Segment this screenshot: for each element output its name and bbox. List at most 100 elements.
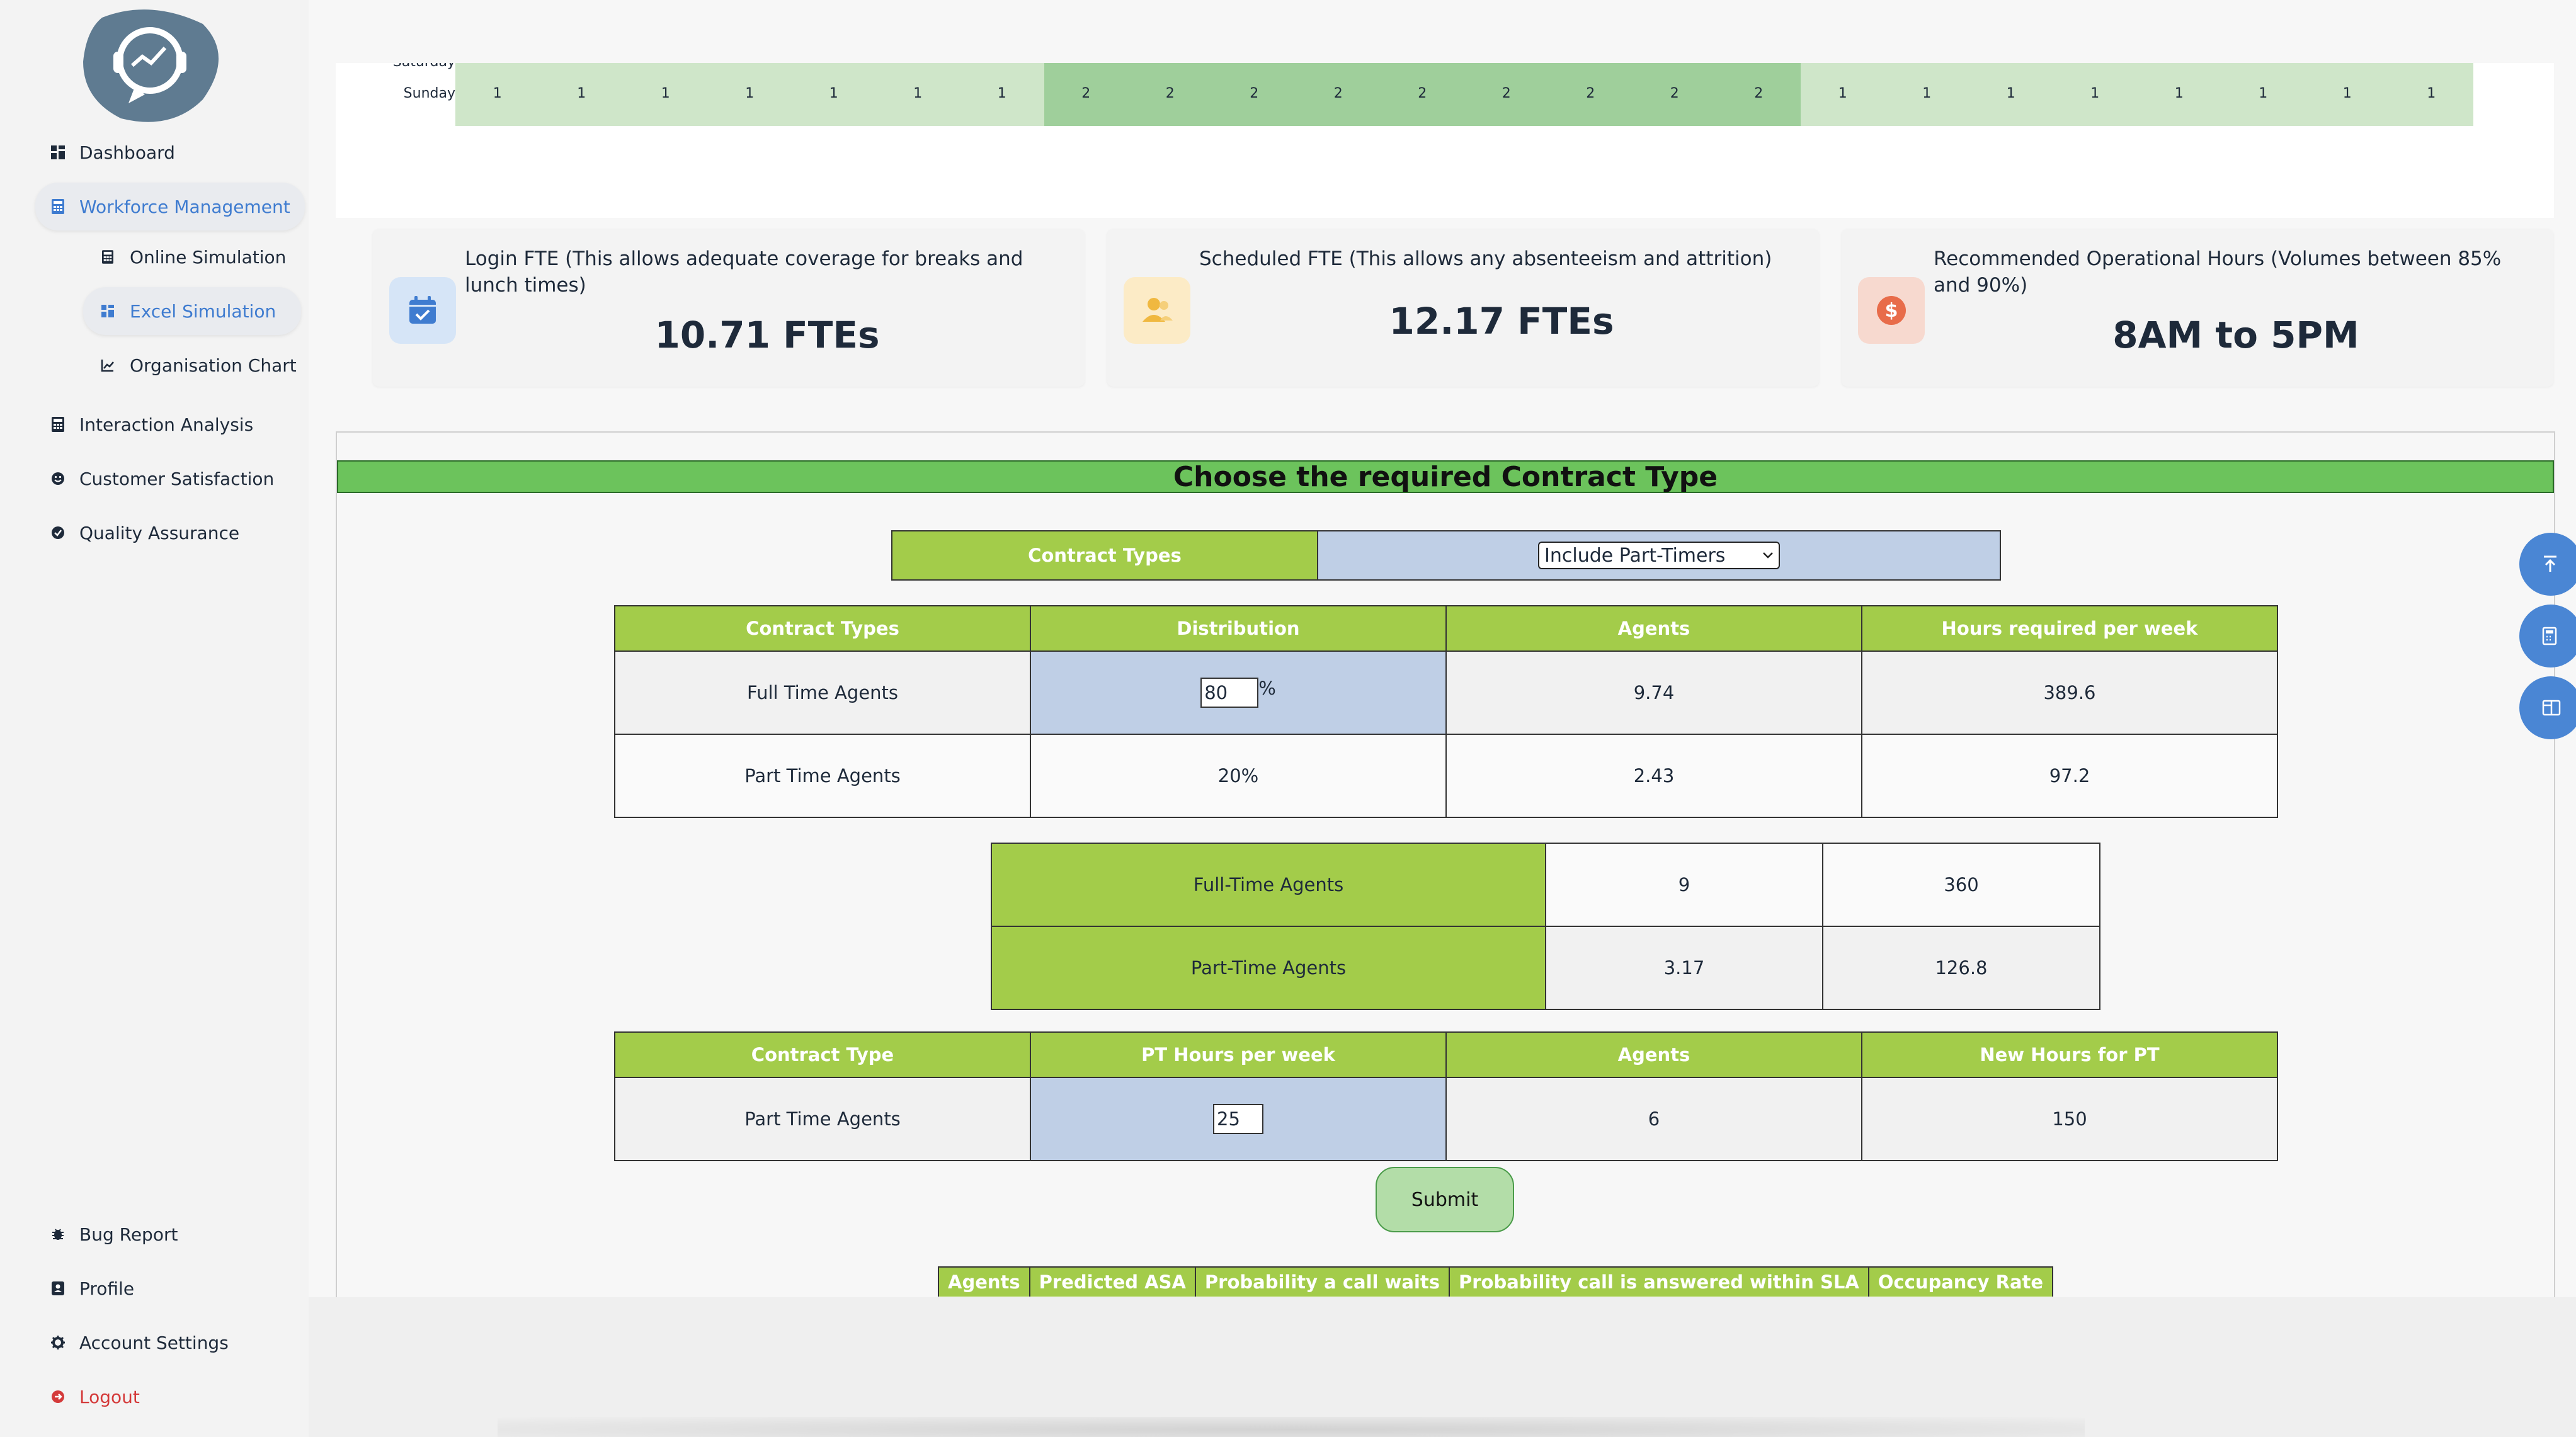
contract-type-cell: Include Part-Timers xyxy=(1317,530,2001,581)
sidebar-subitem-online-simulation[interactable]: Online Simulation xyxy=(101,238,286,276)
contract-panel-heading: Choose the required Contract Type xyxy=(337,460,2554,493)
schedule-cell: 2 xyxy=(1296,60,1381,126)
profile-icon xyxy=(50,1281,66,1296)
stat-title: Login FTE (This allows adequate coverage… xyxy=(465,247,1023,297)
distribution-cell: 80% xyxy=(1030,650,1447,735)
sidebar-item-customer-satisfaction[interactable]: Customer Satisfaction xyxy=(50,460,274,497)
schedule-cell: 2 xyxy=(1548,60,1633,126)
column-header: Agents xyxy=(1445,1031,1862,1078)
smile-icon xyxy=(50,471,66,486)
row-label: Part Time Agents xyxy=(614,1077,1031,1161)
schedule-cell: 1 xyxy=(2221,60,2305,126)
distribution-cell: 20% xyxy=(1030,734,1447,818)
pt-hours-table: Contract Type PT Hours per week Agents N… xyxy=(614,1031,2278,1161)
sidebar-item-bug-report[interactable]: Bug Report xyxy=(50,1215,178,1253)
stat-value: 10.71 FTEs xyxy=(654,314,880,356)
contract-type-select[interactable]: Include Part-Timers xyxy=(1538,542,1780,569)
schedule-cell: 1 xyxy=(707,60,792,126)
active-item-highlight xyxy=(35,183,305,230)
row-label: Full-Time Agents xyxy=(991,843,1546,927)
contract-panel: Choose the required Contract Type Contra… xyxy=(336,431,2555,1297)
table-row: Full-Time Agents 9 360 xyxy=(991,843,2100,927)
sidebar-subitem-excel-simulation[interactable]: Excel Simulation xyxy=(101,292,276,330)
sidebar-item-profile[interactable]: Profile xyxy=(50,1269,134,1307)
hours-cell: 126.8 xyxy=(1822,926,2100,1010)
calculator-icon xyxy=(50,417,66,432)
sidebar-item-label: Account Settings xyxy=(79,1332,229,1353)
layout-float-button[interactable] xyxy=(2519,676,2576,739)
pt-hours-input[interactable]: 25 xyxy=(1213,1104,1263,1134)
column-header: Occupancy Rate xyxy=(1867,1266,2054,1297)
dashboard-icon xyxy=(50,145,66,160)
sidebar-item-workforce-management[interactable]: Workforce Management xyxy=(50,188,290,225)
schedule-cell: 1 xyxy=(2137,60,2221,126)
percent-sign: % xyxy=(1258,678,1276,699)
column-header: PT Hours per week xyxy=(1030,1031,1447,1078)
schedule-cell: 1 xyxy=(2389,60,2473,126)
submit-button[interactable]: Submit xyxy=(1376,1167,1514,1232)
hours-cell: 360 xyxy=(1822,843,2100,927)
sidebar-item-logout[interactable]: Logout xyxy=(50,1378,140,1416)
schedule-cell: 2 xyxy=(1044,60,1128,126)
full-time-distribution-input[interactable]: 80 xyxy=(1200,678,1259,708)
contract-type-selector: Contract Types Include Part-Timers xyxy=(891,530,2001,581)
stat-title: Scheduled FTE (This allows any absenteei… xyxy=(1199,247,1772,270)
contract-type-label: Contract Types xyxy=(891,530,1318,581)
agents-cell: 9.74 xyxy=(1445,650,1862,735)
sidebar-item-interaction-analysis[interactable]: Interaction Analysis xyxy=(50,406,253,443)
schedule-cell: 1 xyxy=(624,60,708,126)
sidebar-item-label: Workforce Management xyxy=(79,196,290,217)
row-label: Part-Time Agents xyxy=(991,926,1546,1010)
column-header: Predicted ASA xyxy=(1029,1266,1196,1297)
app-logo[interactable] xyxy=(77,5,223,126)
schedule-cell: 2 xyxy=(1716,60,1801,126)
check-circle-icon xyxy=(50,525,66,540)
schedule-cell: 1 xyxy=(792,60,876,126)
column-header: Probability a call waits xyxy=(1194,1266,1450,1297)
table-row: Part Time Agents 20% 2.43 97.2 xyxy=(614,734,2278,818)
schedule-cell: 1 xyxy=(875,60,960,126)
row-label: Full Time Agents xyxy=(614,650,1031,735)
sidebar-item-dashboard[interactable]: Dashboard xyxy=(50,133,175,171)
sidebar-item-label: Interaction Analysis xyxy=(79,414,254,435)
distribution-table: Contract Types Distribution Agents Hours… xyxy=(614,605,2278,818)
schedule-cell: 2 xyxy=(1212,60,1296,126)
stat-value: 12.17 FTEs xyxy=(1389,300,1614,343)
sidebar-item-label: Quality Assurance xyxy=(79,522,240,543)
sidebar-item-label: Logout xyxy=(79,1386,140,1407)
row-label: Part Time Agents xyxy=(614,734,1031,818)
active-subitem-highlight xyxy=(83,287,301,335)
schedule-cell: 1 xyxy=(2053,60,2137,126)
calendar-check-icon xyxy=(389,277,456,344)
schedule-cell: 1 xyxy=(2305,60,2390,126)
calculator-float-button[interactable] xyxy=(2519,605,2576,667)
column-header: Distribution xyxy=(1030,605,1447,652)
scroll-to-top-button[interactable] xyxy=(2519,533,2576,596)
schedule-cell: 1 xyxy=(1884,60,1969,126)
calculator-icon xyxy=(101,250,115,264)
pt-hours-cell: 25 xyxy=(1030,1077,1447,1161)
logout-icon xyxy=(50,1389,66,1404)
schedule-cell: 2 xyxy=(1464,60,1549,126)
contract-type-selected: Include Part-Timers xyxy=(1544,544,1726,567)
stat-card-scheduled-fte: Scheduled FTE (This allows any absenteei… xyxy=(1107,229,1819,387)
column-header: Contract Type xyxy=(614,1031,1031,1078)
sidebar-item-quality-assurance[interactable]: Quality Assurance xyxy=(50,514,239,552)
gear-icon xyxy=(50,1335,66,1350)
columns-icon xyxy=(2542,700,2561,716)
sidebar-subitem-label: Organisation Chart xyxy=(130,355,297,376)
arrow-up-to-line-icon xyxy=(2544,555,2556,572)
chevron-down-icon xyxy=(1763,552,1773,559)
agents-cell: 9 xyxy=(1545,843,1823,927)
sidebar-subitem-organisation-chart[interactable]: Organisation Chart xyxy=(101,346,297,384)
stat-title: Recommended Operational Hours (Volumes b… xyxy=(1934,247,2502,297)
schedule-cell: 2 xyxy=(1380,60,1464,126)
column-header: Agents xyxy=(1445,605,1862,652)
table-row: Full Time Agents 80% 9.74 389.6 xyxy=(614,650,2278,735)
sidebar-item-label: Bug Report xyxy=(79,1224,178,1245)
sidebar-item-account-settings[interactable]: Account Settings xyxy=(50,1324,229,1361)
chart-icon xyxy=(101,358,115,372)
results-table: Agents Predicted ASA Probability a call … xyxy=(938,1266,2054,1297)
